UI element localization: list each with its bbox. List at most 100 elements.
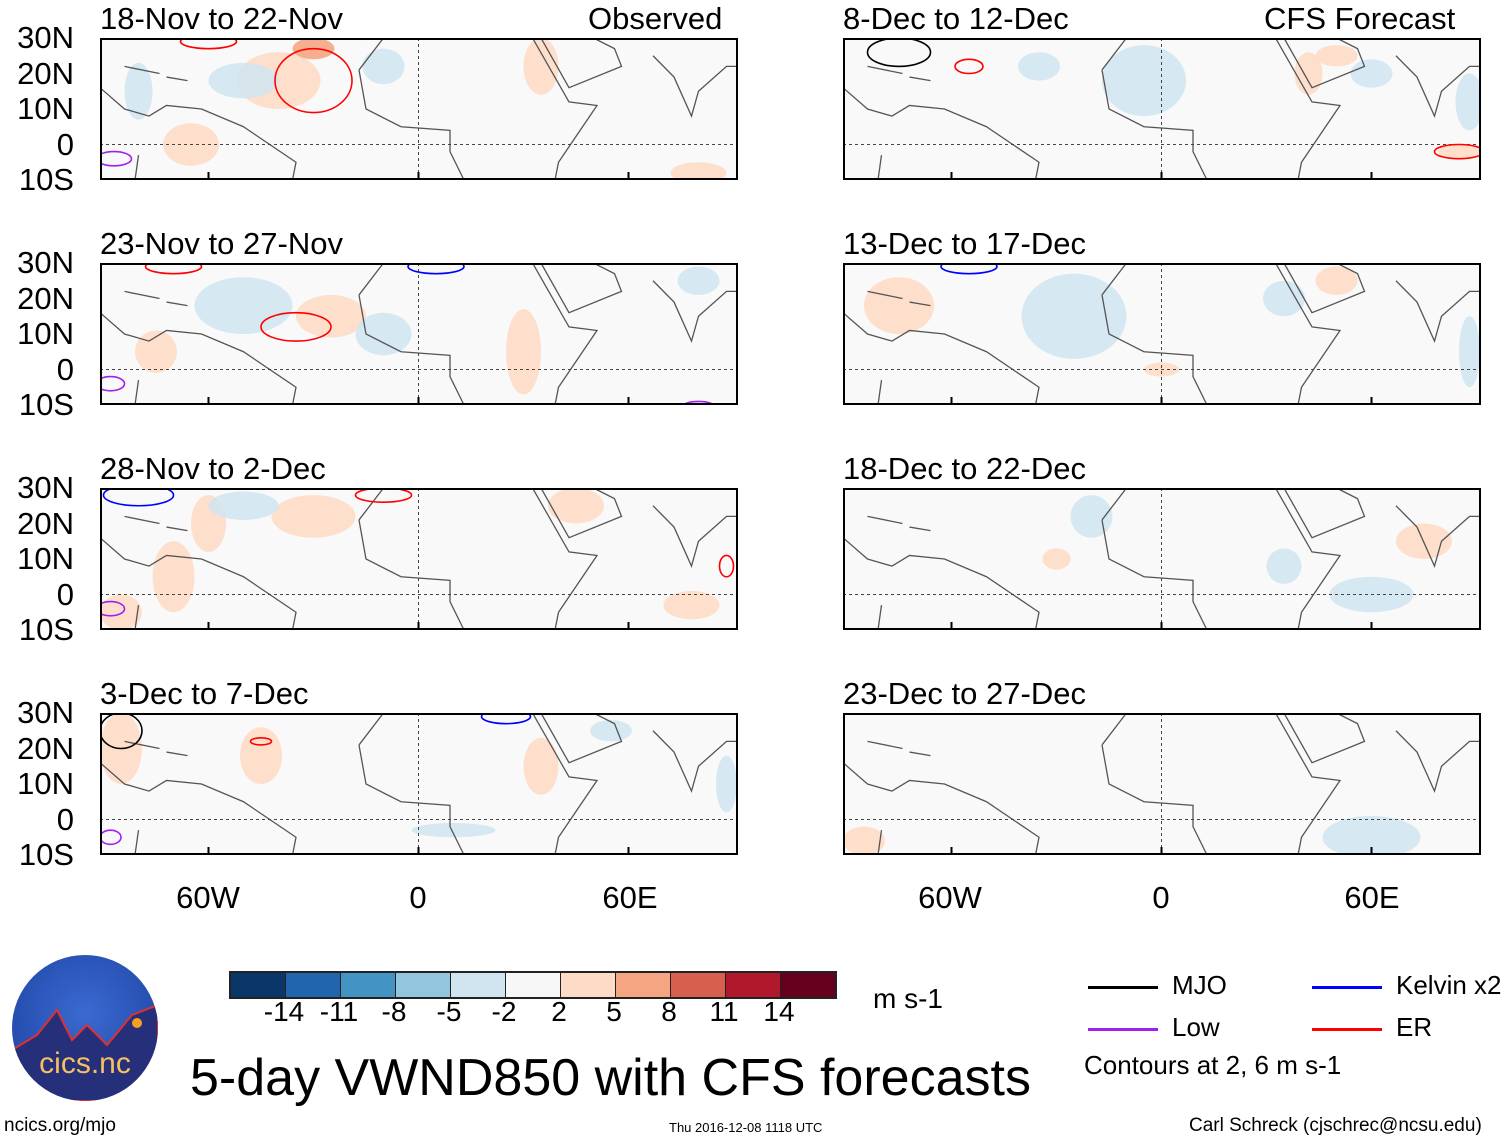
anomaly-region [864,277,934,334]
lat-label: 10N [17,541,74,576]
anomaly-region [523,737,559,795]
map-panel [100,38,738,180]
panel-title: 18-Dec to 22-Dec [843,451,1086,486]
colorbar-swatch [505,973,560,997]
legend-line-kelvin-x2 [1312,986,1382,989]
map-panel [100,713,738,855]
lat-label: 20N [17,55,74,91]
wave-contour [100,829,122,846]
lat-label: 0 [56,351,74,387]
anomaly-region [1021,273,1127,359]
legend-line-er [1312,1028,1382,1031]
coastlines [100,488,738,630]
lat-label: 10N [17,91,74,126]
anomaly-region [548,488,604,524]
colorbar-tick-label: 5 [606,996,622,1027]
wave-contour [100,600,126,617]
map-panel [843,38,1481,180]
anomaly-region [1459,316,1480,388]
colorbar-units: m s-1 [873,983,943,1014]
logo-text: cics.nc [39,1047,131,1080]
anomaly-region [240,727,282,784]
anomaly-region [1070,495,1113,538]
cics-logo: cics.nc [12,955,158,1101]
colorbar-swatch [560,973,615,997]
panel-title: 3-Dec to 7-Dec [100,676,309,711]
colorbar-swatch [780,973,835,997]
wave-contour [100,375,126,392]
anomaly-region [152,541,195,613]
anomaly-region [843,826,885,855]
panel-title: 28-Nov to 2-Dec [100,451,326,486]
wave-contour [866,38,932,68]
footer-url[interactable]: ncics.org/mjo [4,1115,116,1136]
colorbar [229,971,837,999]
colorbar-tick-label: -5 [436,996,462,1027]
legend-label: ER [1396,1012,1433,1042]
anomaly-region [670,162,727,180]
wave-contour [100,713,143,750]
footer-timestamp: Thu 2016-12-08 1118 UTC [669,1120,823,1135]
anomaly-region [194,277,293,334]
coastlines [100,263,738,405]
panel-title: 23-Dec to 27-Dec [843,676,1086,711]
wave-contour [274,47,353,114]
colorbar-swatch [285,973,340,997]
map-panel [843,488,1481,630]
colorbar-tick-label: 8 [661,996,677,1027]
lat-label: 30N [17,470,74,505]
wave-contour [179,38,238,50]
anomaly-region [296,294,366,338]
lat-label: 0 [56,801,74,837]
lat-label: 0 [56,126,74,162]
anomaly-region [523,38,559,95]
coastlines [843,488,1481,630]
anomaly-region [124,62,153,120]
colorbar-swatch [340,973,395,997]
anomaly-region [590,720,632,742]
anomaly-region [1350,59,1393,88]
anomaly-region [411,823,496,838]
coastlines [100,38,738,180]
panel-title: 18-Nov to 22-Nov [100,1,343,36]
map-panel [100,263,738,405]
lat-label: 20N [17,730,74,766]
lon-label-60w: 60W [176,880,240,915]
lon-label-60w: 60W [918,880,982,915]
lat-label: 10N [17,766,74,801]
lat-label: 30N [17,695,74,730]
colorbar-swatch [395,973,450,997]
lon-label-0: 0 [1152,880,1170,915]
anomaly-region [663,590,720,620]
lat-label: 10N [17,316,74,351]
anomaly-region [100,594,142,630]
colorbar-swatch [231,973,285,997]
anomaly-region [1018,52,1060,81]
colorbar-tick-label: 14 [763,996,795,1027]
anomaly-region [677,266,720,295]
lon-label-60e: 60E [602,880,658,915]
colorbar-swatch [615,973,670,997]
map-panel [843,263,1481,405]
colorbar-swatch [450,973,505,997]
lat-label: 10S [18,387,74,422]
lat-label: 20N [17,280,74,316]
anomaly-region [1438,144,1480,159]
colorbar-tick-label: -11 [319,996,359,1027]
wave-contour [940,263,998,275]
legend-line-mjo [1088,986,1158,989]
wave-contour [954,58,984,75]
colorbar-tick-label: 2 [551,996,567,1027]
colorbar-tick-label: -8 [381,996,407,1027]
coastlines [843,713,1481,855]
figure-title: 5-day VWND850 with CFS forecasts [190,1049,1031,1107]
lat-label: 0 [56,576,74,612]
colorbar-swatch [725,973,780,997]
logo-mountains-icon [12,1003,158,1101]
wave-contour [260,311,332,342]
lat-label: 10S [18,162,74,197]
map-panel [100,488,738,630]
legend-label: Kelvin x2 [1396,970,1502,1000]
wave-contour [480,713,532,725]
lon-label-0: 0 [409,880,427,915]
